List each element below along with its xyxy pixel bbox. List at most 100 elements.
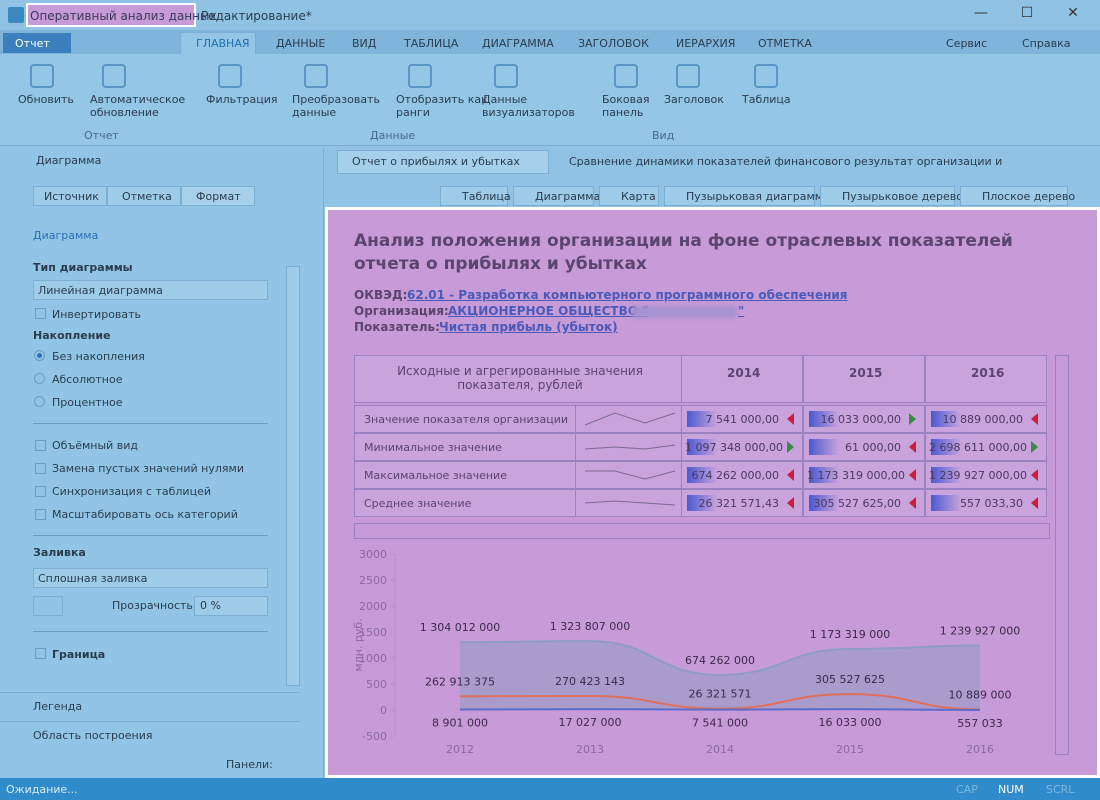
view-button-label[interactable]: Пузырьковое дерево — [842, 190, 963, 203]
ribbon-icon — [30, 64, 54, 88]
title-separator: - — [194, 9, 199, 23]
ribbon-button[interactable]: Автоматическое обновление — [90, 93, 186, 119]
spinbox-value[interactable]: 0 % — [200, 599, 221, 612]
ribbon-tab[interactable]: ДАННЫЕ — [276, 37, 326, 50]
checkbox[interactable] — [35, 440, 46, 451]
separator — [33, 631, 268, 632]
ribbon-tab[interactable]: ВИД — [352, 37, 377, 50]
panel-tab-label[interactable]: Отметка — [122, 190, 172, 203]
column-year: 2014 — [727, 366, 761, 380]
view-button[interactable] — [664, 186, 815, 206]
radio[interactable] — [34, 396, 45, 407]
panel-tab-label[interactable]: Источник — [44, 190, 99, 203]
checkbox-label[interactable]: Масштабировать ось категорий — [52, 508, 238, 521]
checkbox-label[interactable]: Объёмный вид — [52, 439, 139, 452]
ribbon-icon — [218, 64, 242, 88]
view-button[interactable] — [513, 186, 594, 206]
dropdown[interactable] — [33, 280, 268, 300]
org-link[interactable]: АКЦИОНЕРНОЕ ОБЩЕСТВО " — [448, 304, 649, 318]
report-scrollbar — [1055, 355, 1069, 755]
checkbox[interactable] — [35, 486, 46, 497]
report-menu-button[interactable] — [3, 33, 71, 53]
side-panel — [0, 148, 324, 778]
ribbon-tab[interactable]: ЗАГОЛОВОК — [578, 37, 649, 50]
row-name-cell — [354, 489, 576, 517]
ribbon-tab[interactable]: ИЕРАРХИЯ — [676, 37, 736, 50]
ribbon-button[interactable]: Боковая панель — [602, 93, 650, 119]
field-label[interactable]: Граница — [52, 648, 106, 661]
checkbox[interactable] — [35, 463, 46, 474]
okved-link[interactable]: 62.01 - Разработка компьютерного програм… — [407, 288, 848, 302]
checkbox[interactable] — [35, 308, 46, 319]
panel-tab-label[interactable]: Формат — [196, 190, 241, 203]
ribbon-tab[interactable]: ДИАГРАММА — [482, 37, 554, 50]
panel-tab[interactable] — [181, 186, 255, 206]
ribbon-button[interactable]: Данные визуализаторов — [482, 93, 575, 119]
panel-tab[interactable] — [33, 186, 107, 206]
report-menu[interactable]: Отчет — [15, 37, 50, 50]
value-gauge — [931, 439, 961, 455]
view-button-label[interactable]: Пузырьковая диаграмма — [686, 190, 830, 203]
ribbon-menu[interactable]: Сервис — [946, 37, 988, 50]
doc-tab[interactable]: Сравнение динамики показателей финансово… — [569, 155, 1003, 168]
view-button[interactable] — [440, 186, 508, 206]
color-button[interactable] — [33, 596, 63, 616]
checkbox[interactable] — [35, 648, 46, 659]
value-gauge — [687, 439, 717, 455]
ribbon-button[interactable]: Обновить — [18, 93, 74, 106]
view-button-label[interactable]: Диаграмма — [535, 190, 601, 203]
row-name: Максимальное значение — [364, 469, 507, 482]
dropdown-value[interactable]: Линейная диаграмма — [38, 284, 163, 297]
ribbon-button[interactable]: Таблица — [742, 93, 791, 106]
view-button-label[interactable]: Плоское дерево — [982, 190, 1076, 203]
ribbon-menu[interactable]: Справка — [1022, 37, 1071, 50]
view-button[interactable] — [820, 186, 955, 206]
checkbox-label[interactable]: Замена пустых значений нулями — [52, 462, 244, 475]
checkbox-label[interactable]: Синхронизация с таблицей — [52, 485, 211, 498]
field-label: ОКВЭД: — [354, 288, 408, 302]
radio[interactable] — [34, 350, 45, 361]
ribbon-tab[interactable]: ТАБЛИЦА — [404, 37, 459, 50]
ribbon-button[interactable]: Отобразить как ранги — [396, 93, 488, 119]
collapsed-section[interactable]: Область построения — [33, 729, 153, 742]
ribbon-button[interactable]: Преобразовать данные — [292, 93, 380, 119]
checkbox[interactable] — [35, 509, 46, 520]
checkbox-label[interactable]: Инвертировать — [52, 308, 142, 321]
ribbon-button[interactable]: Заголовок — [664, 93, 724, 106]
doc-tab-active[interactable] — [337, 150, 549, 174]
collapsed-section[interactable]: Легенда — [33, 700, 83, 713]
value-gauge — [809, 495, 839, 511]
radio[interactable] — [34, 373, 45, 384]
window-button[interactable]: ✕ — [1067, 5, 1079, 21]
dropdown-value[interactable]: Сплошная заливка — [38, 572, 148, 585]
window-button[interactable]: ☐ — [1020, 5, 1034, 21]
view-button-label[interactable]: Карта — [621, 190, 656, 203]
view-button-label[interactable]: Таблица — [462, 190, 511, 203]
section-link[interactable]: Диаграмма — [33, 229, 99, 242]
status-text: Ожидание... — [6, 783, 78, 796]
ribbon-tab[interactable]: ГЛАВНАЯ — [196, 37, 250, 50]
value-gauge — [687, 467, 717, 483]
org-link[interactable]: " — [738, 304, 745, 318]
radio-label[interactable]: Абсолютное — [52, 373, 123, 386]
spinbox[interactable] — [194, 596, 268, 616]
window-button[interactable]: — — [974, 5, 988, 21]
view-button[interactable] — [599, 186, 659, 206]
radio-label[interactable]: Процентное — [52, 396, 123, 409]
doc-tab[interactable]: Отчет о прибылях и убытках — [352, 155, 520, 168]
indicator-link[interactable]: Чистая прибыль (убыток) — [439, 320, 618, 334]
panel-tab[interactable] — [107, 186, 181, 206]
row-name: Среднее значение — [364, 497, 472, 510]
view-button[interactable] — [960, 186, 1068, 206]
ribbon-tab[interactable]: ОТМЕТКА — [758, 37, 812, 50]
row-name: Значение показателя организации — [364, 413, 569, 426]
active-tab — [180, 32, 256, 54]
app-name-highlight — [26, 3, 196, 27]
ribbon-icon — [304, 64, 328, 88]
value-gauge — [931, 467, 961, 483]
ribbon-group-label: Отчет — [84, 129, 119, 142]
dropdown[interactable] — [33, 568, 268, 588]
ribbon-button[interactable]: Фильтрация — [206, 93, 278, 106]
panel-title: Диаграмма — [36, 154, 102, 167]
radio-label[interactable]: Без накопления — [52, 350, 145, 363]
